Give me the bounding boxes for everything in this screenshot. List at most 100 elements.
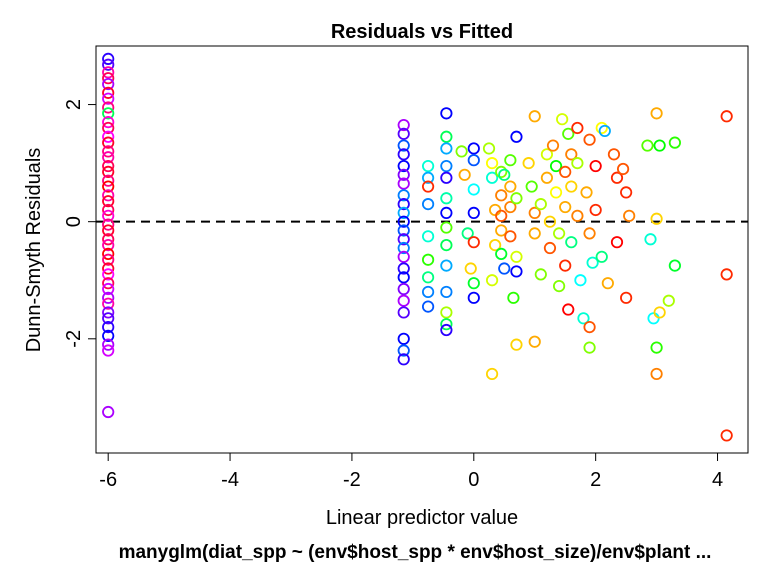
- data-point: [102, 282, 115, 296]
- data-point: [102, 203, 115, 217]
- data-point: [668, 136, 681, 149]
- data-point: [510, 192, 523, 205]
- data-point: [485, 274, 499, 287]
- data-point: [495, 189, 508, 202]
- data-point: [397, 215, 410, 228]
- data-point: [650, 107, 663, 120]
- data-point: [102, 174, 115, 187]
- data-point: [534, 198, 547, 211]
- data-point: [653, 139, 666, 152]
- data-point: [528, 227, 541, 240]
- data-point: [397, 241, 410, 255]
- data-point: [102, 145, 115, 158]
- data-point: [489, 239, 502, 252]
- data-point: [525, 180, 538, 193]
- data-point: [620, 291, 633, 304]
- data-point: [440, 323, 453, 337]
- data-point: [565, 236, 578, 249]
- data-point: [574, 274, 587, 287]
- y-tick-label: 2: [63, 99, 85, 110]
- data-point: [440, 142, 453, 155]
- data-point: [549, 186, 563, 199]
- data-point: [495, 209, 508, 222]
- data-point: [102, 329, 115, 342]
- data-point: [650, 212, 663, 225]
- data-point: [440, 221, 453, 234]
- data-point: [571, 157, 584, 170]
- data-point: [467, 183, 480, 196]
- data-point: [720, 110, 733, 123]
- data-point: [559, 259, 572, 272]
- data-point: [102, 312, 115, 325]
- data-point: [102, 165, 115, 179]
- x-tick-label: -4: [221, 469, 239, 491]
- data-point: [589, 203, 602, 217]
- data-point: [440, 318, 453, 331]
- data-point: [421, 198, 435, 211]
- data-point: [102, 116, 115, 129]
- data-point: [440, 107, 453, 120]
- data-point: [397, 198, 410, 211]
- data-point: [489, 203, 502, 217]
- data-point: [467, 291, 480, 304]
- data-point: [102, 247, 115, 260]
- data-point: [440, 306, 453, 319]
- data-point: [644, 233, 657, 246]
- data-point: [102, 291, 115, 304]
- data-point: [598, 124, 611, 138]
- data-point: [510, 130, 523, 143]
- data-point: [504, 200, 517, 214]
- data-point: [589, 159, 602, 173]
- data-point: [540, 148, 554, 161]
- data-point: [616, 162, 630, 176]
- data-point: [504, 154, 517, 167]
- data-point: [504, 230, 517, 243]
- data-point: [510, 265, 523, 278]
- x-axis: -6 -4 -2 0 2 4: [99, 453, 723, 491]
- data-point: [440, 206, 453, 219]
- data-point: [102, 195, 115, 208]
- data-point: [102, 159, 115, 173]
- data-point: [467, 277, 480, 290]
- data-point: [528, 335, 541, 348]
- data-point: [397, 353, 410, 366]
- data-point: [421, 159, 435, 173]
- y-axis: -2 0 2: [63, 99, 96, 348]
- data-point: [553, 227, 566, 240]
- data-point: [467, 206, 480, 219]
- data-point: [650, 341, 663, 354]
- data-point: [397, 177, 410, 190]
- data-point: [610, 236, 624, 249]
- x-tick-label: 4: [712, 469, 723, 491]
- data-point: [485, 157, 499, 170]
- x-tick-label: 2: [590, 469, 601, 491]
- data-point: [440, 259, 453, 272]
- data-point: [720, 268, 733, 281]
- x-tick-label: 0: [468, 469, 479, 491]
- data-point: [440, 171, 453, 184]
- data-point: [397, 224, 410, 237]
- data-point: [397, 282, 410, 296]
- data-point: [102, 277, 115, 290]
- data-point: [498, 168, 511, 181]
- data-point: [102, 344, 115, 357]
- data-point: [102, 268, 115, 281]
- data-point: [647, 312, 660, 325]
- data-point: [397, 306, 410, 319]
- data-point: [620, 186, 633, 199]
- data-point: [559, 200, 572, 214]
- data-point: [102, 253, 115, 266]
- data-point: [397, 127, 410, 140]
- data-point: [580, 186, 593, 199]
- data-point: [498, 262, 511, 275]
- chart-title: Residuals vs Fitted: [331, 21, 513, 43]
- data-point: [720, 429, 733, 442]
- data-point: [583, 320, 596, 334]
- data-point: [583, 133, 596, 146]
- data-point: [534, 268, 547, 281]
- data-point: [507, 291, 520, 304]
- data-point: [549, 159, 563, 173]
- data-point: [546, 139, 560, 152]
- data-point: [562, 127, 575, 140]
